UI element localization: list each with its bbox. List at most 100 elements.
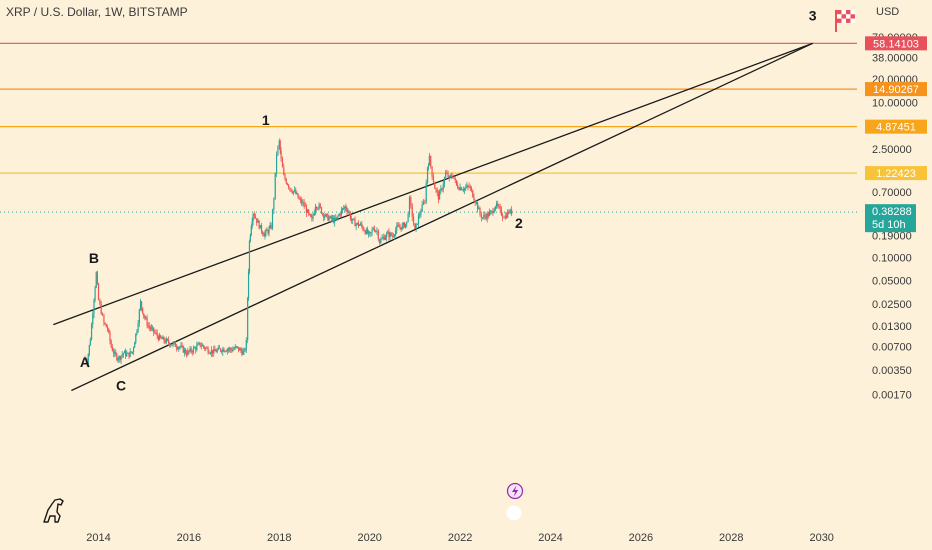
candle-body — [298, 198, 300, 200]
candle-body — [199, 342, 201, 346]
candle-body — [92, 314, 94, 325]
candle-body — [254, 216, 257, 219]
candle-body — [327, 214, 329, 221]
candle-body — [443, 177, 446, 185]
candle-body — [364, 230, 366, 234]
candle-body — [286, 183, 289, 186]
candle-body — [459, 187, 461, 190]
candle-body — [257, 220, 259, 223]
candle-body — [363, 229, 365, 231]
candle-body — [356, 222, 358, 225]
candle-body — [112, 351, 115, 354]
candle-body — [401, 224, 403, 230]
candle-body — [120, 355, 122, 360]
candle-body — [384, 237, 387, 240]
level-badge — [865, 166, 927, 181]
candle-body — [191, 351, 193, 353]
candle-body — [291, 191, 293, 193]
candle-body — [473, 197, 475, 201]
candle-body — [295, 189, 297, 194]
y-tick-label: 0.01300 — [872, 321, 912, 333]
candle-body — [301, 199, 303, 204]
candle-body — [441, 188, 443, 190]
trend-line-upper[interactable] — [53, 42, 813, 326]
event-marker-dot — [506, 505, 522, 521]
candle-body — [96, 272, 98, 284]
wave-label-C: C — [116, 378, 126, 394]
trend-line-lower[interactable] — [71, 42, 813, 392]
x-tick-label: 2018 — [267, 532, 291, 544]
candle-body — [434, 182, 436, 189]
candle-body — [380, 239, 382, 244]
candle-body — [442, 184, 444, 190]
candle-body — [313, 212, 315, 216]
x-tick-label: 2028 — [719, 532, 743, 544]
candle-body — [153, 327, 155, 332]
candle-body — [243, 350, 245, 352]
candle-body — [348, 211, 350, 214]
candle-body — [402, 222, 404, 225]
candle-body — [493, 210, 495, 213]
candle-body — [136, 331, 138, 334]
candle-body — [302, 202, 304, 204]
candle-body — [329, 216, 331, 218]
candle-body — [216, 349, 218, 353]
candle-body — [116, 354, 118, 360]
candle-body — [343, 208, 345, 209]
candle-body — [369, 231, 371, 234]
candle-body — [399, 227, 401, 229]
candle-body — [372, 228, 374, 230]
candle-body — [155, 332, 157, 334]
candle-body — [411, 205, 413, 217]
candle-body — [227, 349, 230, 350]
candle-body — [241, 350, 243, 355]
candle-body — [312, 215, 314, 219]
candle-body — [95, 272, 97, 288]
candle-body — [482, 217, 484, 219]
candle-body — [200, 345, 202, 347]
x-tick-label: 2022 — [448, 532, 472, 544]
candle-body — [97, 283, 100, 300]
candle-body — [146, 318, 148, 326]
candle-body — [177, 347, 179, 349]
candle-body — [166, 338, 169, 340]
candle-body — [417, 215, 420, 225]
candle-body — [195, 347, 197, 350]
candle-body — [262, 231, 264, 235]
candle-body — [499, 206, 501, 209]
candle-body — [475, 202, 477, 204]
candle-body — [351, 219, 353, 221]
candle-body — [504, 215, 506, 219]
candle-body — [169, 342, 171, 346]
y-tick-label: 0.00700 — [872, 342, 912, 354]
candle-body — [235, 346, 237, 348]
candle-body — [431, 166, 433, 177]
y-tick-label: 2.50000 — [872, 144, 912, 156]
candle-body — [271, 210, 274, 229]
candle-body — [396, 225, 398, 230]
candle-body — [267, 230, 269, 234]
wave-label-2: 2 — [515, 215, 523, 231]
candle-body — [460, 187, 462, 191]
wave-label-B: B — [89, 250, 99, 266]
candle-body — [280, 150, 282, 159]
candle-body — [126, 353, 128, 357]
candle-body — [457, 184, 459, 189]
level-badge-label: 14.90267 — [873, 84, 919, 96]
candle-body — [292, 191, 295, 193]
candle-body — [335, 217, 337, 220]
candle-body — [383, 236, 385, 240]
candle-body — [365, 229, 367, 234]
candle-body — [134, 342, 136, 348]
candle-body — [421, 204, 423, 212]
candle-body — [317, 208, 319, 210]
candle-body — [503, 217, 505, 219]
candle-body — [208, 352, 210, 354]
candle-body — [382, 236, 384, 239]
candle-body — [142, 307, 144, 314]
candle-body — [465, 187, 467, 189]
candle-body — [87, 354, 89, 365]
candle-body — [487, 213, 489, 217]
candle-body — [164, 341, 166, 343]
